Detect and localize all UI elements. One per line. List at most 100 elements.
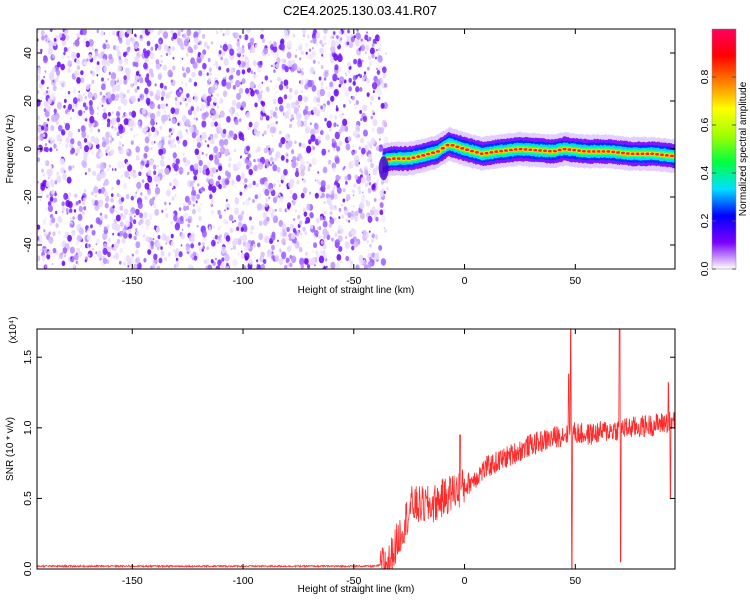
noise-speckle <box>154 186 161 195</box>
signal-core-red <box>567 148 572 151</box>
y-tick-label: 1.0 <box>22 420 34 435</box>
noise-speckle <box>359 212 365 220</box>
noise-speckle <box>56 61 61 68</box>
noise-speckle <box>165 207 167 211</box>
noise-speckle <box>189 125 194 133</box>
noise-speckle <box>118 56 122 60</box>
noise-speckle <box>122 93 126 99</box>
noise-speckle <box>345 218 349 223</box>
noise-speckle <box>192 208 196 215</box>
noise-speckle <box>52 85 57 92</box>
noise-speckle <box>45 217 47 220</box>
noise-speckle <box>47 118 50 122</box>
noise-speckle <box>236 41 241 48</box>
noise-speckle <box>55 148 58 152</box>
noise-speckle <box>159 125 163 130</box>
noise-speckle <box>304 231 308 236</box>
noise-speckle <box>165 52 169 57</box>
noise-speckle <box>171 187 174 190</box>
noise-speckle <box>329 127 332 132</box>
signal-core-red <box>401 157 407 160</box>
noise-speckle <box>225 203 231 211</box>
noise-speckle <box>373 198 377 202</box>
signal-core-red <box>577 149 582 152</box>
signal-core-red <box>503 149 509 152</box>
noise-speckle <box>222 90 228 98</box>
noise-speckle <box>170 233 174 239</box>
noise-speckle <box>290 105 293 110</box>
noise-speckle <box>347 62 351 67</box>
noise-speckle <box>277 180 279 183</box>
noise-speckle <box>384 83 388 88</box>
signal-core-red <box>484 151 489 155</box>
noise-speckle <box>367 261 372 269</box>
signal-core-red <box>635 152 640 156</box>
noise-speckle <box>83 110 85 113</box>
noise-speckle <box>222 43 228 52</box>
noise-speckle <box>40 79 45 85</box>
noise-speckle <box>107 77 110 81</box>
noise-speckle <box>76 65 81 70</box>
noise-speckle <box>52 231 56 237</box>
signal-core-red <box>426 152 431 156</box>
noise-speckle <box>219 225 222 229</box>
noise-speckle <box>161 209 164 213</box>
noise-speckle <box>117 65 123 72</box>
noise-speckle <box>67 68 71 73</box>
noise-speckle <box>361 76 365 82</box>
noise-speckle <box>365 45 370 51</box>
noise-speckle <box>135 191 138 194</box>
noise-speckle <box>354 210 359 216</box>
noise-speckle <box>105 39 108 43</box>
noise-speckle <box>272 196 278 204</box>
noise-speckle <box>101 77 104 82</box>
signal-core-red <box>450 143 455 147</box>
noise-speckle <box>302 33 306 38</box>
noise-speckle <box>289 189 293 195</box>
noise-speckle <box>130 83 134 88</box>
noise-speckle <box>106 122 111 128</box>
noise-speckle <box>195 200 198 204</box>
noise-speckle <box>149 101 155 110</box>
noise-speckle <box>286 40 293 48</box>
x-tick-label: 50 <box>569 275 581 287</box>
noise-speckle <box>256 263 259 266</box>
noise-speckle <box>67 60 73 68</box>
noise-speckle <box>68 165 72 171</box>
noise-speckle <box>203 41 208 48</box>
noise-speckle <box>198 159 203 167</box>
noise-speckle <box>207 101 211 106</box>
noise-speckle <box>362 104 368 112</box>
noise-speckle <box>257 161 264 170</box>
noise-speckle <box>316 96 321 103</box>
noise-speckle <box>360 170 364 175</box>
noise-speckle <box>207 167 209 171</box>
noise-speckle <box>82 93 85 97</box>
noise-speckle <box>248 121 253 128</box>
noise-speckle <box>190 243 195 249</box>
signal-core-red <box>460 147 465 150</box>
noise-speckle <box>319 249 324 255</box>
noise-speckle <box>229 227 234 234</box>
noise-speckle <box>117 160 123 169</box>
noise-speckle <box>52 79 55 83</box>
noise-speckle <box>214 85 218 89</box>
noise-speckle <box>236 166 240 171</box>
noise-speckle <box>232 259 238 267</box>
noise-speckle <box>125 38 131 46</box>
noise-speckle <box>272 41 277 47</box>
noise-speckle <box>193 117 196 120</box>
noise-speckle <box>237 38 240 42</box>
noise-speckle <box>345 193 351 201</box>
noise-speckle <box>174 250 179 257</box>
noise-speckle <box>107 112 111 117</box>
noise-speckle <box>90 135 96 143</box>
noise-speckle <box>114 252 120 260</box>
noise-speckle <box>219 147 224 153</box>
noise-speckle <box>336 145 341 152</box>
noise-speckle <box>48 236 54 245</box>
noise-speckle <box>215 113 220 119</box>
noise-speckle <box>49 221 53 226</box>
noise-speckle <box>196 206 202 213</box>
noise-speckle <box>228 108 233 114</box>
